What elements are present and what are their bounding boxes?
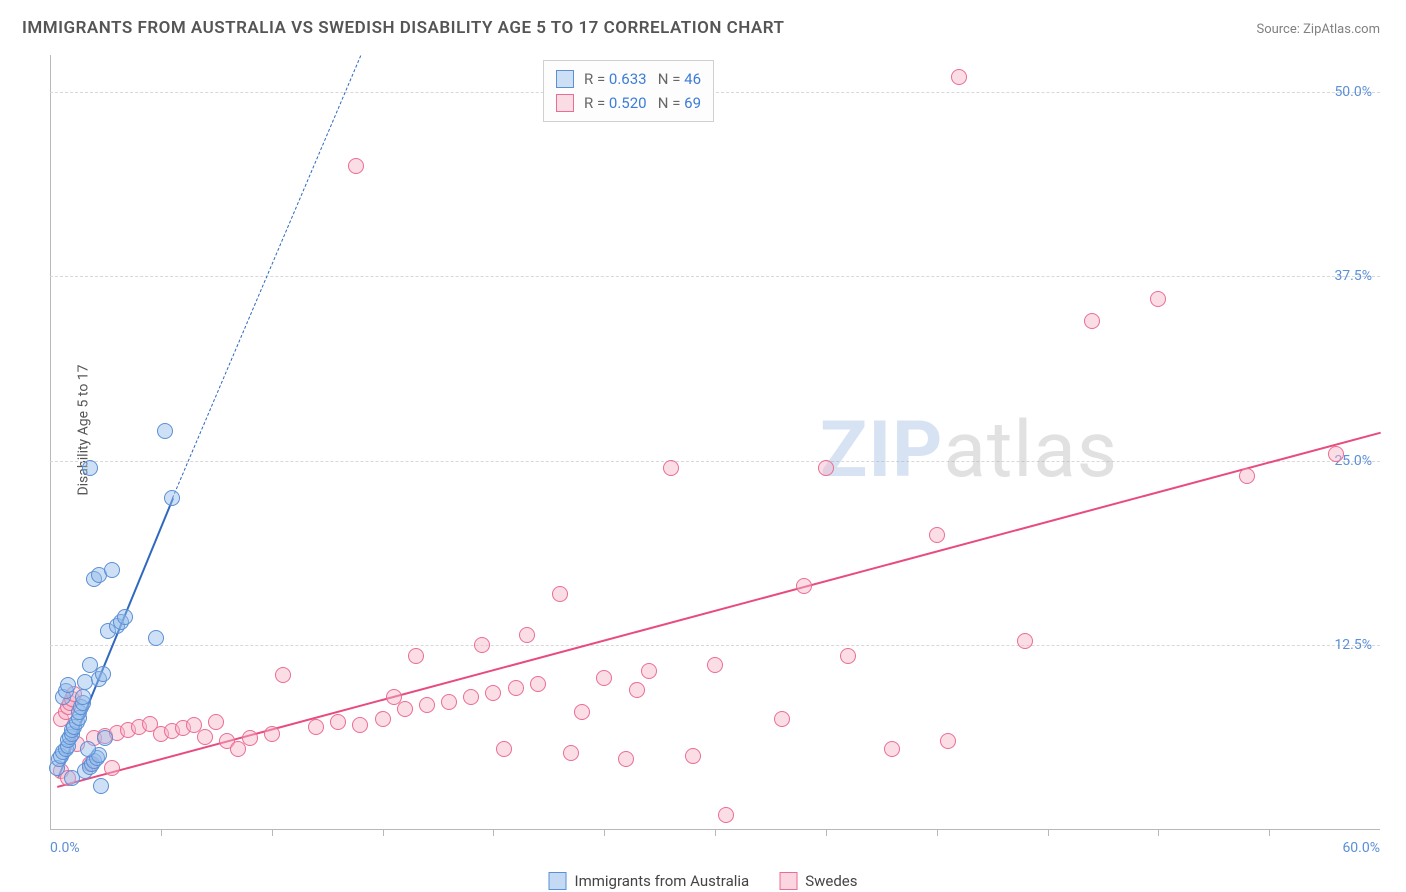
gridline bbox=[50, 276, 1380, 277]
x-tick-mark bbox=[161, 830, 162, 836]
x-tick-mark bbox=[1269, 830, 1270, 836]
scatter-point bbox=[641, 663, 657, 679]
y-tick-label: 37.5% bbox=[1334, 268, 1372, 284]
scatter-point bbox=[774, 711, 790, 727]
scatter-point bbox=[104, 760, 120, 776]
scatter-point bbox=[663, 460, 679, 476]
scatter-point bbox=[530, 676, 546, 692]
scatter-point bbox=[441, 694, 457, 710]
legend-item: Immigrants from Australia bbox=[549, 872, 750, 890]
scatter-point bbox=[230, 741, 246, 757]
x-tick-mark bbox=[826, 830, 827, 836]
scatter-point bbox=[308, 719, 324, 735]
gridline bbox=[50, 645, 1380, 646]
chart-title: IMMIGRANTS FROM AUSTRALIA VS SWEDISH DIS… bbox=[22, 18, 784, 38]
scatter-point bbox=[1239, 468, 1255, 484]
scatter-point bbox=[1150, 291, 1166, 307]
scatter-point bbox=[419, 697, 435, 713]
scatter-point bbox=[1328, 446, 1344, 462]
legend-swatch bbox=[556, 94, 574, 112]
scatter-point bbox=[596, 670, 612, 686]
plot-area: 12.5%25.0%37.5%50.0%0.0%60.0%ZIPatlasR =… bbox=[50, 55, 1380, 830]
scatter-point bbox=[95, 666, 111, 682]
stats-text: R = 0.633 N = 46 bbox=[584, 67, 701, 91]
scatter-point bbox=[348, 158, 364, 174]
scatter-point bbox=[629, 682, 645, 698]
scatter-point bbox=[157, 423, 173, 439]
watermark: ZIPatlas bbox=[820, 405, 1118, 496]
scatter-point bbox=[818, 460, 834, 476]
x-tick-label: 0.0% bbox=[50, 840, 80, 856]
scatter-point bbox=[474, 637, 490, 653]
scatter-point bbox=[519, 627, 535, 643]
x-tick-mark bbox=[604, 830, 605, 836]
y-tick-label: 12.5% bbox=[1334, 637, 1372, 653]
scatter-point bbox=[164, 490, 180, 506]
scatter-point bbox=[80, 741, 96, 757]
scatter-point bbox=[352, 717, 368, 733]
x-tick-label: 60.0% bbox=[1342, 840, 1380, 856]
scatter-point bbox=[82, 460, 98, 476]
legend-label: Immigrants from Australia bbox=[575, 872, 750, 890]
x-tick-mark bbox=[383, 830, 384, 836]
gridline bbox=[50, 461, 1380, 462]
scatter-point bbox=[117, 609, 133, 625]
x-tick-mark bbox=[715, 830, 716, 836]
stats-row: R = 0.520 N = 69 bbox=[556, 91, 701, 115]
stats-box: R = 0.633 N = 46R = 0.520 N = 69 bbox=[543, 60, 714, 122]
scatter-point bbox=[463, 689, 479, 705]
scatter-point bbox=[397, 701, 413, 717]
y-tick-label: 50.0% bbox=[1334, 84, 1372, 100]
scatter-point bbox=[707, 657, 723, 673]
x-tick-mark bbox=[493, 830, 494, 836]
scatter-point bbox=[97, 730, 113, 746]
scatter-point bbox=[330, 714, 346, 730]
x-tick-mark bbox=[272, 830, 273, 836]
x-tick-mark bbox=[1158, 830, 1159, 836]
scatter-point bbox=[104, 562, 120, 578]
chart-container: IMMIGRANTS FROM AUSTRALIA VS SWEDISH DIS… bbox=[0, 0, 1406, 892]
scatter-point bbox=[208, 714, 224, 730]
scatter-point bbox=[884, 741, 900, 757]
scatter-point bbox=[60, 677, 76, 693]
stats-row: R = 0.633 N = 46 bbox=[556, 67, 701, 91]
scatter-point bbox=[929, 527, 945, 543]
scatter-point bbox=[275, 667, 291, 683]
scatter-point bbox=[685, 748, 701, 764]
scatter-point bbox=[93, 778, 109, 794]
scatter-point bbox=[618, 751, 634, 767]
legend-item: Swedes bbox=[779, 872, 857, 890]
scatter-point bbox=[552, 586, 568, 602]
legend-label: Swedes bbox=[805, 872, 857, 890]
scatter-point bbox=[148, 630, 164, 646]
series-legend: Immigrants from Australia Swedes bbox=[549, 872, 858, 890]
scatter-point bbox=[940, 733, 956, 749]
gridline bbox=[50, 92, 1380, 93]
stats-text: R = 0.520 N = 69 bbox=[584, 91, 701, 115]
scatter-point bbox=[64, 770, 80, 786]
source-label: Source: ZipAtlas.com bbox=[1256, 22, 1380, 37]
scatter-point bbox=[485, 685, 501, 701]
scatter-point bbox=[75, 689, 91, 705]
x-tick-mark bbox=[937, 830, 938, 836]
x-tick-mark bbox=[1048, 830, 1049, 836]
scatter-point bbox=[563, 745, 579, 761]
scatter-point bbox=[264, 726, 280, 742]
scatter-point bbox=[574, 704, 590, 720]
legend-swatch bbox=[549, 872, 567, 890]
legend-swatch bbox=[556, 70, 574, 88]
scatter-point bbox=[1017, 633, 1033, 649]
scatter-point bbox=[840, 648, 856, 664]
scatter-point bbox=[508, 680, 524, 696]
scatter-point bbox=[951, 69, 967, 85]
scatter-point bbox=[496, 741, 512, 757]
scatter-point bbox=[408, 648, 424, 664]
scatter-point bbox=[718, 807, 734, 823]
legend-swatch bbox=[779, 872, 797, 890]
scatter-point bbox=[796, 578, 812, 594]
y-axis-line bbox=[50, 55, 51, 830]
scatter-point bbox=[375, 711, 391, 727]
scatter-point bbox=[1084, 313, 1100, 329]
scatter-point bbox=[197, 729, 213, 745]
